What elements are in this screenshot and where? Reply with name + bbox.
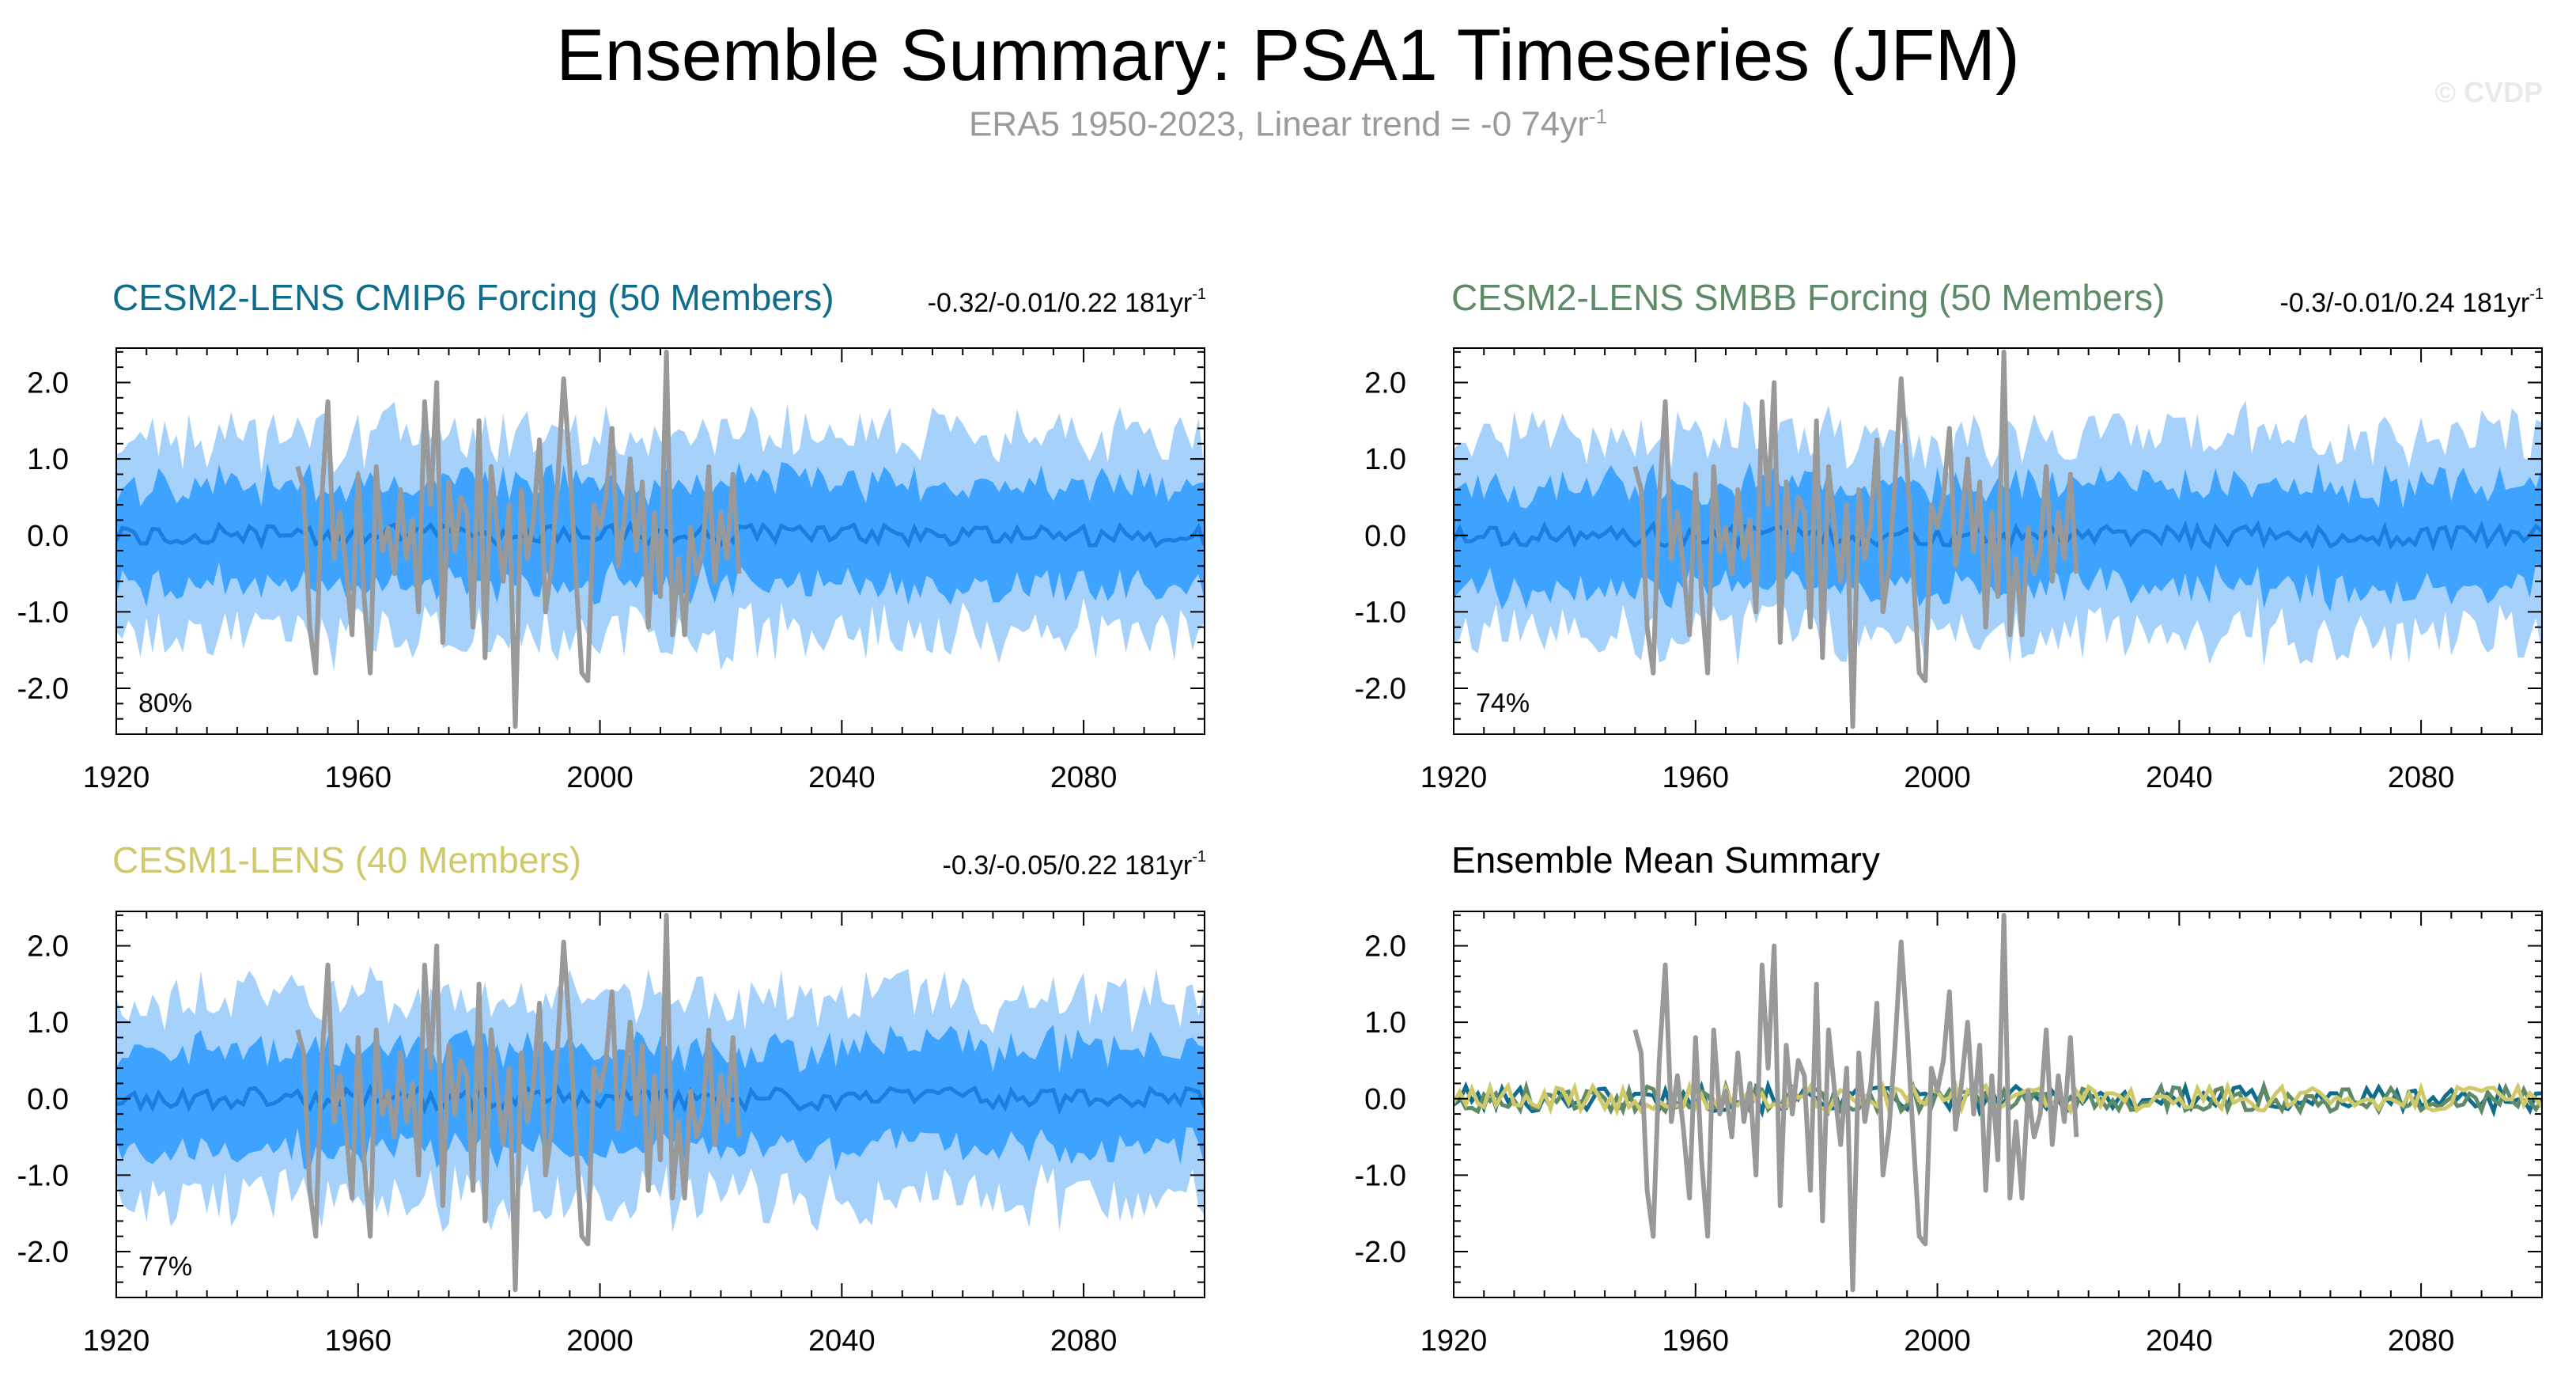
- observations-line: [1632, 912, 2079, 1293]
- chart-panel-cesm2-cmip6: 1920 1960 2000 2040 2080 -2.0 -1.0 0.0 1.0 2.0 CES…: [17, 277, 1206, 794]
- y-tick-label: 0.0: [1364, 520, 1406, 553]
- plot-area: [116, 912, 1205, 1293]
- y-tick-label: -1.0: [1355, 1159, 1406, 1192]
- x-tick-label: 2000: [1904, 761, 1971, 794]
- x-tick-label: 1920: [1420, 1324, 1488, 1358]
- y-tick-label: -1.0: [17, 596, 69, 629]
- percent-label: 74%: [1476, 688, 1530, 718]
- y-tick-label: -2.0: [17, 1236, 69, 1269]
- trend-label-superscript: -1: [1192, 848, 1206, 866]
- trend-label-text: -0.3/-0.01/0.24 181yr: [2280, 288, 2530, 318]
- trend-label-text: -0.3/-0.05/0.22 181yr: [943, 850, 1193, 881]
- y-tick-label: -2.0: [17, 672, 69, 706]
- x-tick-label: 1920: [83, 761, 150, 794]
- y-tick-label: -2.0: [1355, 1236, 1406, 1269]
- chart-panel-cesm2-smbb: 1920 1960 2000 2040 2080 -2.0 -1.0 0.0 1.0 2.0 CES…: [1355, 277, 2544, 794]
- subtitle-superscript: -1: [1588, 104, 1608, 128]
- trend-label-superscript: -1: [1192, 286, 1206, 303]
- y-tick-label: 0.0: [27, 520, 69, 553]
- x-tick-label: 2000: [566, 761, 634, 794]
- plot-area: [1454, 912, 2542, 1293]
- y-tick-label: -2.0: [1355, 672, 1406, 706]
- y-tick-label: 1.0: [1364, 1006, 1406, 1040]
- trend-label: -0.32/-0.01/0.22 181yr-1: [928, 286, 1206, 318]
- trend-label-text: -0.32/-0.01/0.22 181yr: [928, 288, 1193, 318]
- x-tick-label: 2040: [808, 1324, 876, 1358]
- subtitle-text: ERA5 1950-2023, Linear trend = -0 74yr: [968, 104, 1589, 144]
- x-tick-label: 2040: [808, 761, 876, 794]
- panel-title: Ensemble Mean Summary: [1451, 839, 1880, 881]
- x-tick-label: 1920: [83, 1324, 150, 1358]
- y-tick-label: 2.0: [27, 930, 69, 963]
- x-tick-label: 2080: [1050, 761, 1118, 794]
- plot-area: [1454, 349, 2542, 729]
- page-title: Ensemble Summary: PSA1 Timeseries (JFM): [556, 15, 2020, 96]
- x-tick-label: 1960: [1662, 761, 1730, 794]
- observations-line: [1632, 349, 2079, 729]
- x-tick-label: 2040: [2146, 1324, 2213, 1358]
- x-tick-label: 1960: [325, 761, 392, 794]
- y-tick-label: 0.0: [1364, 1083, 1406, 1116]
- trend-label-superscript: -1: [2529, 286, 2544, 303]
- y-tick-label: -1.0: [17, 1159, 69, 1192]
- plot-area: [116, 349, 1205, 729]
- page-subtitle: ERA5 1950-2023, Linear trend = -0 74yr-1: [0, 104, 2576, 145]
- x-tick-label: 1960: [325, 1324, 392, 1358]
- observations-line: [295, 349, 742, 729]
- trend-label: -0.3/-0.01/0.24 181yr-1: [2280, 286, 2544, 318]
- y-tick-label: 1.0: [1364, 443, 1406, 476]
- panel-title: CESM2-LENS SMBB Forcing (50 Members): [1451, 277, 2165, 318]
- x-tick-label: 2040: [2146, 761, 2213, 794]
- panel-title: CESM2-LENS CMIP6 Forcing (50 Members): [112, 277, 834, 318]
- cvdp-watermark: © CVDP: [2434, 76, 2543, 108]
- y-tick-label: 1.0: [27, 443, 69, 476]
- y-tick-label: -1.0: [1355, 596, 1406, 629]
- y-tick-label: 2.0: [1364, 366, 1406, 400]
- y-tick-label: 2.0: [27, 366, 69, 400]
- y-tick-label: 2.0: [1364, 930, 1406, 963]
- x-tick-label: 2000: [1904, 1324, 1971, 1358]
- trend-label: -0.3/-0.05/0.22 181yr-1: [943, 848, 1206, 881]
- y-tick-label: 0.0: [27, 1083, 69, 1116]
- x-tick-label: 2080: [1050, 1324, 1118, 1358]
- x-tick-label: 2000: [566, 1324, 634, 1358]
- observations-line: [295, 912, 742, 1293]
- chart-panel-ensemble-mean-summary: 1920 1960 2000 2040 2080 -2.0 -1.0 0.0 1.0 2.0 Ens…: [1355, 839, 2543, 1358]
- x-tick-label: 1960: [1662, 1324, 1730, 1358]
- y-tick-label: 1.0: [27, 1006, 69, 1040]
- percent-label: 77%: [138, 1252, 192, 1282]
- x-tick-label: 1920: [1420, 761, 1488, 794]
- chart-panel-cesm1: 1920 1960 2000 2040 2080 -2.0 -1.0 0.0 1.0 2.0 CES…: [17, 839, 1206, 1358]
- percent-label: 80%: [138, 688, 192, 718]
- panel-title: CESM1-LENS (40 Members): [112, 839, 581, 881]
- x-tick-label: 2080: [2388, 761, 2455, 794]
- x-tick-label: 2080: [2388, 1324, 2455, 1358]
